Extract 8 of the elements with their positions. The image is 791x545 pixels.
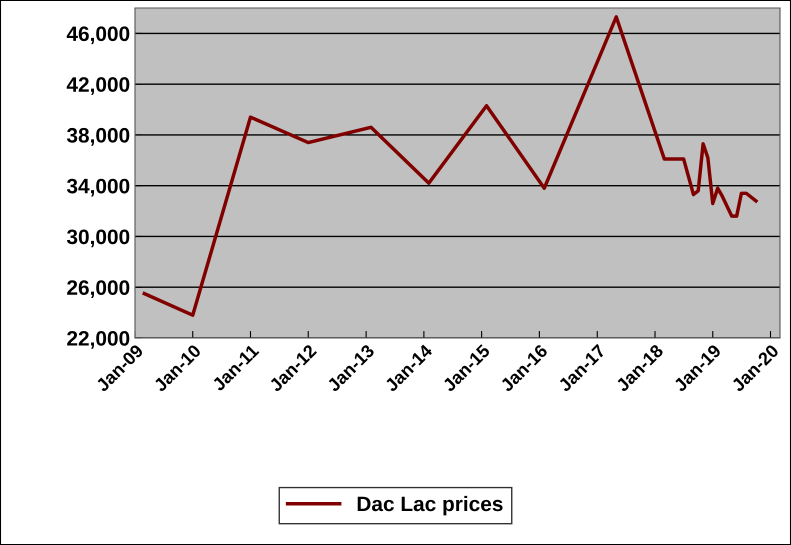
y-tick-label: 38,000 bbox=[66, 128, 130, 146]
legend-label: Dac Lac prices bbox=[358, 496, 503, 516]
y-tick-label: 42,000 bbox=[66, 77, 130, 95]
line-series bbox=[142, 15, 758, 317]
y-tick-label: 30,000 bbox=[66, 229, 130, 248]
y-tick-label: 26,000 bbox=[67, 280, 130, 298]
y-tick-label: 46,000 bbox=[66, 26, 130, 44]
y-tick-label: 34,000 bbox=[66, 178, 130, 196]
